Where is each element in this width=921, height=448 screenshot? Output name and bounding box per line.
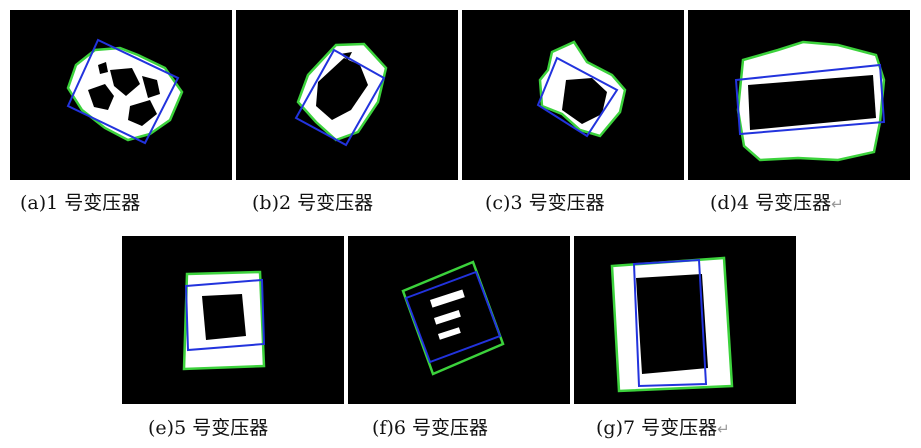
min-rect <box>734 63 886 136</box>
panel-e-figure <box>182 270 266 371</box>
caption-c: (c)3 号变压器 <box>485 192 605 214</box>
min-rect <box>294 48 386 147</box>
white-marks <box>430 289 465 340</box>
panel-b-figure <box>294 42 388 147</box>
outer-contour <box>401 260 505 376</box>
black-holes <box>562 78 607 124</box>
black-holes <box>202 294 246 340</box>
panel-f-figure <box>401 260 505 376</box>
outer-contour <box>66 46 184 142</box>
panel-d-transformer-4 <box>688 10 910 180</box>
caption-g: (g)7 号变压器↵ <box>596 416 730 441</box>
min-rect <box>184 278 266 352</box>
outer-contour <box>538 40 627 138</box>
min-rect <box>404 270 502 364</box>
panel-b-transformer-2 <box>236 10 458 180</box>
caption-d-text: (d)4 号变压器 <box>710 192 832 214</box>
min-rect <box>536 56 619 138</box>
outer-contour <box>736 40 886 162</box>
panel-g-figure <box>610 256 734 393</box>
panel-c-transformer-3 <box>462 10 684 180</box>
panel-d-figure <box>734 40 886 162</box>
panel-c-figure <box>536 40 627 138</box>
caption-e: (e)5 号变压器 <box>148 417 269 439</box>
black-holes <box>636 274 708 374</box>
caption-g-text: (g)7 号变压器 <box>596 417 718 439</box>
min-rect <box>66 38 180 145</box>
panel-f-transformer-6 <box>348 236 570 404</box>
panel-a-figure <box>66 38 184 145</box>
caption-b: (b)2 号变压器 <box>252 192 374 214</box>
outer-contour <box>182 270 266 371</box>
return-mark: ↵ <box>831 195 844 213</box>
return-mark: ↵ <box>717 420 730 438</box>
black-holes <box>748 75 876 130</box>
black-holes <box>88 62 160 126</box>
panel-e-transformer-5 <box>122 236 344 404</box>
outer-contour <box>296 42 388 142</box>
caption-a: (a)1 号变压器 <box>20 192 141 214</box>
panel-g-transformer-7 <box>574 236 796 404</box>
panel-a-transformer-1 <box>10 10 232 180</box>
min-rect <box>632 258 708 388</box>
caption-d: (d)4 号变压器↵ <box>710 191 844 216</box>
caption-f: (f)6 号变压器 <box>372 417 488 439</box>
